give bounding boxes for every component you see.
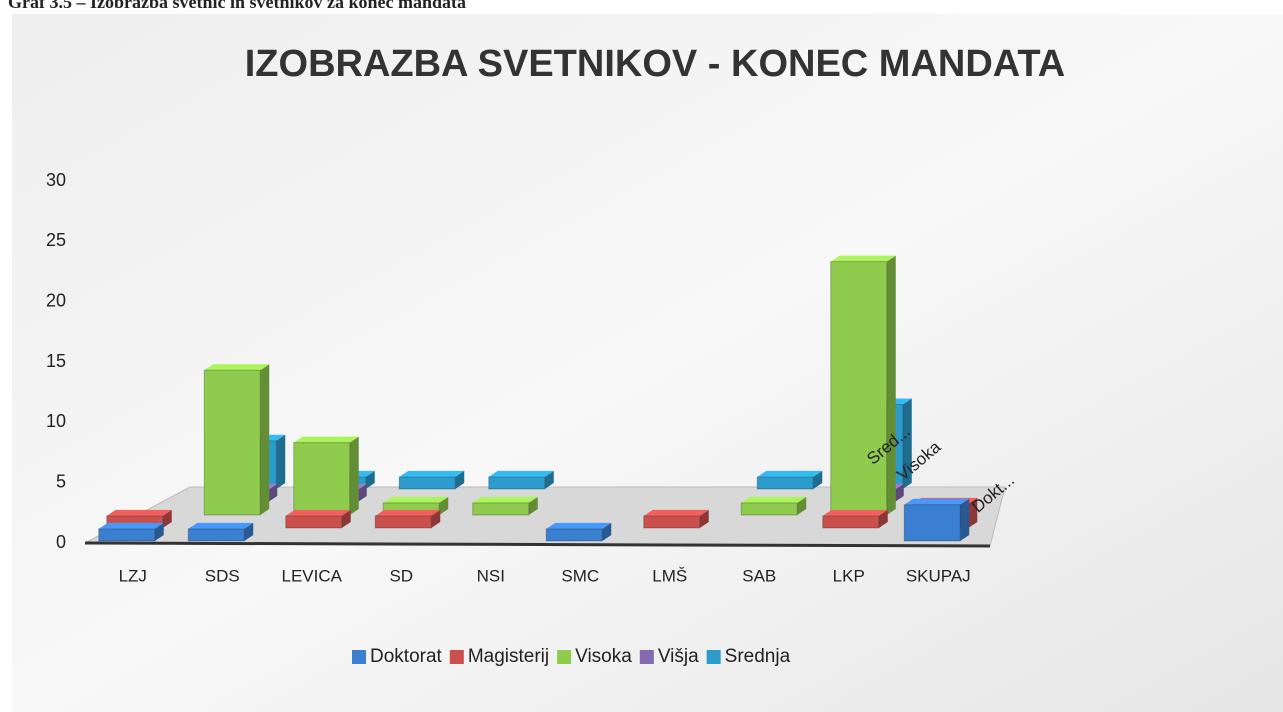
bar: [756, 476, 814, 490]
bar-top: [399, 470, 465, 477]
bar-side: [968, 497, 978, 528]
x-tick-label: SMC: [561, 566, 599, 585]
bar-top: [830, 255, 896, 262]
bar: [293, 442, 351, 516]
bar-side: [602, 522, 612, 541]
bar: [398, 476, 456, 490]
bar-side: [878, 509, 888, 528]
y-tick-label: 5: [56, 471, 66, 491]
bar-side: [162, 509, 172, 528]
y-tick-label: 10: [46, 411, 66, 431]
bar-side: [455, 470, 465, 489]
legend-swatch: [706, 650, 721, 664]
legend-swatch: [639, 650, 654, 664]
bar-top: [293, 436, 359, 443]
bar-side: [341, 509, 351, 528]
y-tick-label: 0: [56, 532, 66, 552]
bar-side: [813, 470, 823, 489]
bar-side: [439, 496, 449, 515]
legend-label: Višja: [658, 646, 699, 667]
bar-top: [204, 364, 270, 371]
legend-label: Visoka: [575, 646, 632, 667]
x-tick-label: NSI: [477, 566, 505, 585]
bar-top: [904, 498, 970, 505]
bar-side: [244, 522, 254, 541]
bar-side: [886, 255, 896, 515]
bar-side: [902, 398, 912, 489]
bar: [740, 502, 798, 516]
bar-top: [643, 509, 709, 516]
bar-side: [894, 483, 904, 502]
legend-swatch: [449, 650, 464, 664]
bar-side: [699, 509, 709, 528]
bar-side: [960, 498, 970, 541]
bar: [98, 528, 156, 542]
bar-side: [260, 364, 270, 515]
bar-top: [285, 509, 351, 516]
bar-side: [544, 470, 554, 489]
bar: [545, 528, 603, 542]
bar-side: [528, 496, 538, 515]
bar-top: [822, 509, 888, 516]
bar-side: [349, 436, 359, 515]
x-tick-label: SD: [389, 566, 413, 585]
y-tick-label: 20: [46, 290, 66, 310]
x-tick-label: LEVICA: [282, 566, 343, 585]
bar: [203, 369, 261, 516]
bar: [472, 502, 530, 516]
bar-side: [268, 483, 278, 502]
y-tick-label: 25: [46, 230, 66, 250]
bar: [903, 504, 961, 542]
x-tick-label: LZJ: [119, 566, 147, 585]
bar-top: [106, 509, 172, 516]
chart-title: IZOBRAZBA SVETNIKOV - KONEC MANDATA: [245, 43, 1066, 85]
bar-side: [154, 522, 164, 541]
bar: [488, 476, 546, 490]
bar-top: [488, 470, 554, 477]
x-tick-label: LKP: [833, 566, 865, 585]
bar-side: [276, 434, 286, 489]
bar: [187, 528, 245, 542]
bar-top: [383, 496, 449, 503]
y-tick-label: 30: [46, 170, 66, 190]
bar-top: [546, 522, 612, 529]
y-tick-label: 15: [46, 351, 66, 371]
bar-top: [757, 470, 823, 477]
bar: [285, 515, 343, 529]
legend-label: Srednja: [725, 646, 791, 667]
caption: Graf 3.5 – Izobrazba svetnic in svetniko…: [8, 0, 466, 12]
x-tick-label: SDS: [205, 566, 240, 585]
chart-area: [12, 14, 1283, 712]
bar-side: [357, 483, 367, 502]
legend-swatch: [557, 650, 572, 664]
bar: [822, 515, 880, 529]
legend-label: Magisterij: [468, 646, 549, 667]
bar-top: [98, 522, 164, 529]
bar: [374, 515, 432, 529]
bar-top: [188, 522, 254, 529]
x-axis: [84, 541, 991, 548]
x-tick-label: LMŠ: [652, 566, 687, 585]
bar-top: [375, 509, 441, 516]
x-tick-label: SKUPAJ: [906, 566, 971, 585]
bar-side: [431, 509, 441, 528]
x-tick-label: SAB: [742, 566, 776, 585]
legend-label: Doktorat: [370, 646, 443, 667]
bar-top: [741, 496, 807, 503]
bar-side: [365, 470, 375, 489]
bar: [643, 515, 701, 529]
legend-swatch: [352, 650, 366, 664]
bar-side: [797, 496, 807, 515]
bar: [830, 261, 888, 516]
bar-top: [472, 496, 538, 503]
